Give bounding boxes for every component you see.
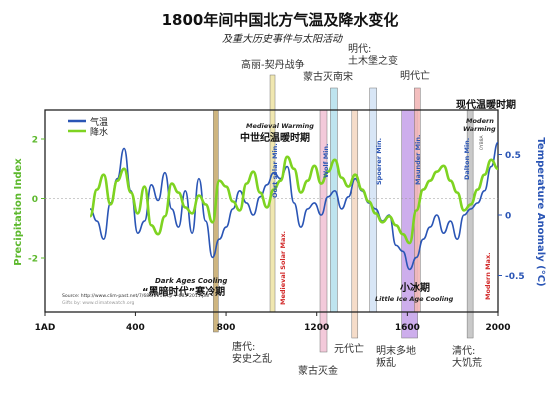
- legend-label-precip: 降水: [90, 126, 108, 138]
- event-label: 蒙古灭南宋: [303, 70, 353, 83]
- event-label-line: 清代:: [452, 344, 475, 357]
- x-tick-label: 2000: [485, 323, 510, 333]
- event-band: [330, 87, 338, 313]
- event-label: 唐代:安史之乱: [232, 340, 272, 365]
- x-tick-label: 1600: [395, 323, 420, 333]
- annotation-medieval-warming: Medieval Warming: [246, 122, 314, 130]
- event-band: [351, 109, 359, 339]
- chart-title: 1800年间中国北方气温及降水变化: [162, 11, 399, 29]
- annotation-little-ice-age-zh: 小冰期: [399, 281, 430, 294]
- annotation-oort-min: Oort solar Min.: [271, 143, 279, 198]
- event-label-line: 高丽-契丹战争: [241, 58, 305, 71]
- series-lines: [88, 141, 499, 271]
- annotation-warming: Warming: [463, 125, 496, 133]
- event-label: 元代亡: [334, 342, 364, 355]
- legend-label-temp: 气温: [90, 116, 108, 128]
- event-label: 明代:土木堡之变: [348, 43, 398, 67]
- y-tick-label-right: -0.5: [505, 272, 525, 282]
- event-label-line: 明代亡: [400, 69, 430, 82]
- annotation-little-ice-age: Little Ice Age Cooling: [375, 295, 454, 303]
- event-label-line: 蒙古灭金: [298, 364, 338, 377]
- event-label: 高丽-契丹战争: [241, 58, 305, 71]
- event-label-line: 元代亡: [334, 342, 364, 355]
- event-label: 明末多地叛乱: [376, 344, 416, 369]
- event-label: 蒙古灭金: [298, 364, 338, 377]
- y-axis-right-label: Temperature Anomaly (°C): [535, 137, 546, 286]
- legend: 气温 降水: [68, 116, 108, 138]
- event-label-line: 明代:: [348, 43, 371, 55]
- x-tick-label: 1200: [304, 323, 329, 333]
- x-tick-label: 400: [126, 323, 145, 333]
- annotation-dark-ages-cooling-zh: “黑暗时代”寒冷期: [142, 285, 225, 298]
- credit-note: Gifts by: www.climatewatch.org: [62, 300, 135, 306]
- chart-subtitle: 及重大历史事件与太阳活动: [222, 33, 343, 45]
- annotation-maunder-min: Maunder Min.: [414, 135, 422, 185]
- annotation-modern: Modern: [466, 117, 494, 125]
- event-label-line: 唐代:: [232, 340, 255, 353]
- source-note: Source: http://www.clim-past.net/7/685/2…: [62, 293, 210, 299]
- annotation-modern-warming-zh: 现代温暖时期: [456, 98, 516, 111]
- x-tick-label: 800: [217, 323, 236, 333]
- y-axis-left: 2 0 -2: [28, 136, 45, 265]
- event-label-line: 叛乱: [376, 356, 396, 369]
- annotation-medieval-warming-zh: 中世纪温暖时期: [240, 131, 310, 144]
- y-tick-label-right: 0.5: [505, 151, 521, 161]
- event-label-line: 安史之乱: [232, 352, 272, 365]
- annotation-medieval-solar-max: Medieval Solar Max.: [279, 231, 287, 305]
- y-axis-right: 0.5 0 -0.5: [498, 151, 525, 282]
- event-label-line: 土木堡之变: [348, 54, 398, 67]
- code-note: 0YB8A: [479, 134, 485, 150]
- plot-frame: [44, 109, 499, 313]
- y-tick-label-left: 0: [32, 195, 38, 205]
- event-band: [369, 87, 377, 313]
- event-label: 清代:大饥荒: [452, 344, 482, 369]
- annotation-spoerer-min: Spoerer Min.: [375, 138, 383, 185]
- y-axis-left-label: Precipitation Index: [13, 158, 24, 266]
- event-label-line: 蒙古灭南宋: [303, 70, 353, 83]
- y-tick-label-left: 2: [32, 136, 38, 146]
- event-label: 明代亡: [400, 69, 430, 82]
- y-tick-label-left: -2: [28, 255, 38, 265]
- series-temperature: [89, 141, 499, 271]
- annotation-modern-max: Modern Max.: [484, 252, 492, 300]
- y-tick-label-right: 0: [505, 212, 511, 222]
- event-label-line: 明末多地: [376, 344, 416, 357]
- x-axis: 1AD 400 800 1200 1600 2000: [35, 312, 511, 333]
- annotation-dark-ages-cooling: Dark Ages Cooling: [155, 277, 227, 285]
- annotation-wolf-min: Wolf Min.: [322, 143, 330, 178]
- event-label-line: 大饥荒: [452, 356, 482, 369]
- annotation-dalton-min: Dalton Min.: [463, 138, 471, 180]
- x-tick-label: 1AD: [35, 323, 56, 333]
- series-precipitation: [88, 155, 499, 245]
